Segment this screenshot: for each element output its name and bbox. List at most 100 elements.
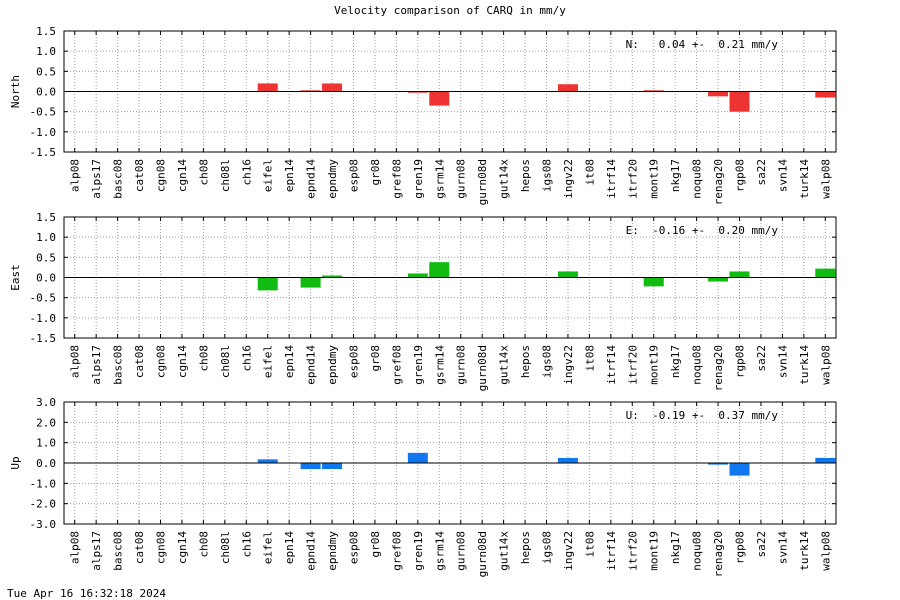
panel-north-xtick-label: hepos — [519, 159, 532, 192]
panel-up-xtick-label: renag20 — [712, 531, 725, 577]
panel-north-xtick-label: noqu08 — [691, 159, 704, 199]
panel-north-xtick-label: ch08 — [197, 159, 210, 186]
panel-up-xtick-label: cat08 — [133, 531, 146, 564]
panel-up-xtick-label: basc08 — [112, 531, 125, 571]
panel-up-ytick-label: 3.0 — [36, 396, 56, 409]
panel-north-ytick-label: -1.0 — [30, 126, 57, 139]
panel-east-ytick-label: 1.0 — [36, 231, 56, 244]
panel-up-bar-walp08 — [815, 457, 836, 463]
panel-north-xtick-label: epn14 — [283, 159, 296, 192]
panel-north-xtick-label: mont19 — [648, 159, 661, 199]
panel-up-xtick-label: gren19 — [412, 531, 425, 571]
panel-north-xtick-label: ingv22 — [562, 159, 575, 199]
panel-north-xtick-label: itrf20 — [626, 159, 639, 199]
panel-east-bar-walp08 — [815, 268, 836, 278]
panel-north-xtick-label: gref08 — [390, 159, 403, 199]
panel-up-bar-ingv22 — [557, 457, 578, 463]
panel-north-xtick-label: cat08 — [133, 159, 146, 192]
panel-east-xtick-label: turk14 — [798, 345, 811, 385]
panel-up-bar-renag20 — [708, 463, 729, 465]
panel-east-ylabel: East — [9, 264, 22, 291]
panel-up-bar-epndmy — [322, 463, 343, 470]
panel-up-xtick-label: gut14x — [498, 531, 511, 571]
panel-east-xtick-label: rgp08 — [734, 345, 747, 378]
panel-north-ytick-label: 1.5 — [36, 25, 56, 38]
panel-up-ytick-label: 0.0 — [36, 457, 56, 470]
panel-north-bar-mont19 — [643, 90, 664, 92]
panel-east-xtick-label: igs08 — [541, 345, 554, 378]
panel-east-ytick-label: -0.5 — [30, 292, 57, 305]
panel-up-xtick-label: eifel — [262, 531, 275, 564]
panel-north-bar-epnd14 — [300, 90, 321, 92]
panel-east-ytick-label: 0.5 — [36, 251, 56, 264]
panel-east-xtick-label: nkg17 — [669, 345, 682, 378]
panel-east-bar-rgp08 — [729, 271, 750, 278]
panel-north-xtick-label: renag20 — [712, 159, 725, 205]
panel-east-xtick-label: noqu08 — [691, 345, 704, 385]
panel-up-bar-epnd14 — [300, 463, 321, 470]
panel-east-xtick-label: gurn08 — [455, 345, 468, 385]
chart-title: Velocity comparison of CARQ in mm/y — [334, 4, 566, 17]
panel-east-xtick-label: alp08 — [69, 345, 82, 378]
panel-north-xtick-label: ch08l — [219, 159, 232, 192]
panel-up-ylabel: Up — [9, 456, 22, 469]
panel-up-xtick-label: gsrm14 — [433, 531, 446, 571]
panel-up-xtick-label: mont19 — [648, 531, 661, 571]
panel-east-annotation: E: -0.16 +- 0.20 mm/y — [626, 224, 779, 237]
panel-up-bar-gren19 — [407, 452, 428, 463]
panel-north-xtick-label: gurn08 — [455, 159, 468, 199]
panel-up-ytick-label: 2.0 — [36, 416, 56, 429]
panel-east-xtick-label: ingv22 — [562, 345, 575, 385]
panel-north-xtick-label: ch16 — [240, 159, 253, 186]
panel-up-xtick-label: esp08 — [348, 531, 361, 564]
panel-up-xtick-label: turk14 — [798, 531, 811, 571]
panel-east-xtick-label: itrf20 — [626, 345, 639, 385]
panel-east-bar-mont19 — [643, 277, 664, 287]
panel-north-bar-gsrm14 — [429, 91, 450, 106]
panel-east-xtick-label: walp08 — [819, 345, 832, 385]
panel-up-xtick-label: epndmy — [326, 531, 339, 571]
panel-up-xtick-label: epn14 — [283, 531, 296, 564]
panel-east-xtick-label: hepos — [519, 345, 532, 378]
panel-north-bar-rgp08 — [729, 91, 750, 112]
panel-north-ytick-label: 1.0 — [36, 45, 56, 58]
panel-up-xtick-label: gurn08 — [455, 531, 468, 571]
panel-east-xtick-label: itrf14 — [605, 345, 618, 385]
panel-east-xtick-label: cat08 — [133, 345, 146, 378]
panel-east-xtick-label: gren19 — [412, 345, 425, 385]
panel-north-xtick-label: itrf14 — [605, 159, 618, 199]
panel-north-bar-ingv22 — [557, 84, 578, 92]
panel-up-xtick-label: cgn14 — [176, 531, 189, 564]
panel-up-xtick-label: gr08 — [369, 531, 382, 558]
panel-up-xtick-label: noqu08 — [691, 531, 704, 571]
panel-north-xtick-label: igs08 — [541, 159, 554, 192]
panel-north-xtick-label: epnd14 — [305, 159, 318, 199]
panel-north-bar-eifel — [257, 83, 278, 92]
panel-north-xtick-label: walp08 — [819, 159, 832, 199]
panel-north-xtick-label: gren19 — [412, 159, 425, 199]
panel-east-ytick-label: 0.0 — [36, 272, 56, 285]
panel-north-xtick-label: gsrm14 — [433, 159, 446, 199]
panel-east-ytick-label: -1.5 — [30, 332, 57, 345]
panel-north-xtick-label: svn14 — [776, 159, 789, 192]
panel-up-xtick-label: itrf20 — [626, 531, 639, 571]
panel-north-bar-walp08 — [815, 91, 836, 98]
panel-north-xtick-label: sa22 — [755, 159, 768, 186]
panel-east-xtick-label: gr08 — [369, 345, 382, 372]
panel-east-bar-epndmy — [322, 275, 343, 278]
panel-north-xtick-label: turk14 — [798, 159, 811, 199]
panel-up-xtick-label: svn14 — [776, 531, 789, 564]
panel-up-annotation: U: -0.19 +- 0.37 mm/y — [626, 409, 779, 422]
panel-east-xtick-label: ch16 — [240, 345, 253, 372]
panel-north-ylabel: North — [9, 75, 22, 108]
panel-north-ytick-label: -0.5 — [30, 106, 57, 119]
panel-east-xtick-label: renag20 — [712, 345, 725, 391]
panel-up-xtick-label: rgp08 — [734, 531, 747, 564]
panel-east-ytick-label: -1.0 — [30, 312, 57, 325]
panel-north-ytick-label: -1.5 — [30, 146, 57, 159]
panel-north-xtick-label: cgn08 — [155, 159, 168, 192]
panel-up-xtick-label: igs08 — [541, 531, 554, 564]
panel-east-xtick-label: epn14 — [283, 345, 296, 378]
panel-north-xtick-label: epndmy — [326, 159, 339, 199]
